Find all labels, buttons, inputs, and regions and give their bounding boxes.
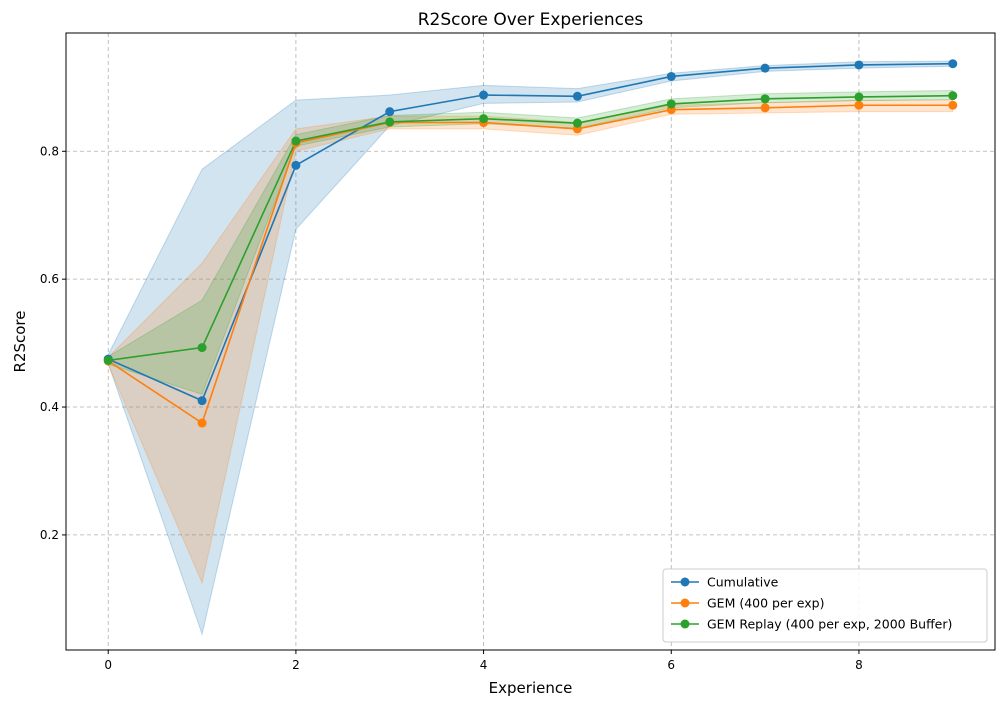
data-point bbox=[385, 117, 395, 127]
y-tick-label: 0.6 bbox=[40, 272, 59, 286]
x-tick-label: 6 bbox=[667, 658, 675, 672]
axis-ticks: 0 2 4 6 8 0.2 0.4 0.6 0.8 bbox=[40, 144, 863, 672]
data-point bbox=[291, 136, 301, 146]
plot-frame bbox=[65, 32, 996, 651]
series-lines bbox=[107, 62, 953, 425]
legend-label: Cumulative bbox=[707, 575, 779, 590]
data-point bbox=[385, 107, 395, 117]
data-point bbox=[197, 418, 207, 428]
legend-box bbox=[662, 568, 988, 643]
series-points bbox=[103, 59, 958, 428]
legend-label: GEM (400 per exp) bbox=[707, 596, 824, 611]
legend-marker bbox=[680, 598, 690, 608]
data-point bbox=[854, 60, 864, 70]
data-point bbox=[948, 91, 958, 101]
x-tick-label: 0 bbox=[104, 658, 112, 672]
grid bbox=[66, 33, 995, 650]
confidence-band-1 bbox=[107, 99, 954, 585]
data-point bbox=[572, 118, 582, 128]
data-point bbox=[479, 114, 489, 124]
x-tick-label: 2 bbox=[292, 658, 300, 672]
legend-marker bbox=[680, 619, 690, 629]
data-point bbox=[666, 99, 676, 109]
legend-marker bbox=[680, 577, 690, 587]
data-point bbox=[479, 90, 489, 100]
data-point bbox=[197, 343, 207, 353]
x-tick-label: 8 bbox=[855, 658, 863, 672]
data-point bbox=[103, 355, 113, 365]
data-point bbox=[760, 63, 770, 73]
data-point bbox=[948, 100, 958, 110]
data-point bbox=[760, 103, 770, 113]
data-point bbox=[760, 94, 770, 104]
y-tick-label: 0.8 bbox=[40, 144, 59, 158]
data-point bbox=[854, 100, 864, 110]
y-tick-label: 0.4 bbox=[40, 400, 59, 414]
data-point bbox=[197, 396, 207, 406]
y-axis-label: R2Score bbox=[11, 311, 29, 373]
data-point bbox=[854, 92, 864, 102]
x-tick-label: 4 bbox=[480, 658, 488, 672]
x-axis-label: Experience bbox=[489, 679, 573, 697]
series-line-2 bbox=[108, 94, 953, 362]
chart-title: R2Score Over Experiences bbox=[418, 10, 644, 30]
legend: Cumulative GEM (400 per exp) GEM Replay (4… bbox=[662, 568, 988, 643]
series-line-1 bbox=[107, 104, 953, 425]
data-point bbox=[948, 59, 958, 69]
data-point bbox=[572, 91, 582, 101]
data-point bbox=[291, 160, 301, 170]
legend-label: GEM Replay (400 per exp, 2000 Buffer) bbox=[707, 617, 952, 632]
data-point bbox=[666, 71, 676, 81]
y-tick-label: 0.2 bbox=[40, 528, 59, 542]
